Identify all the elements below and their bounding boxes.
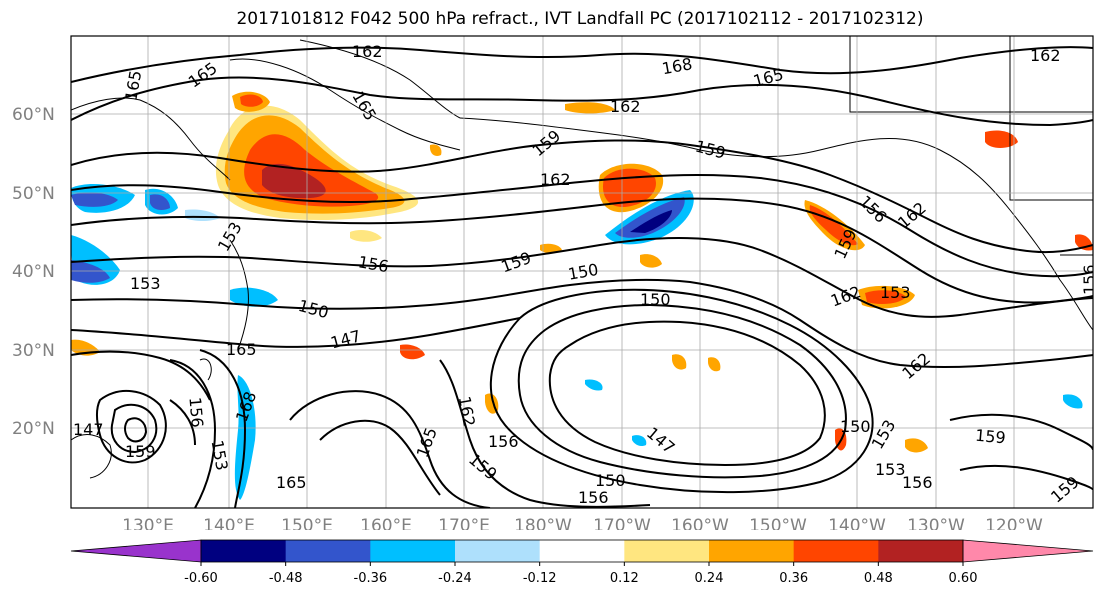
colorbar-tick-label: 0.36	[779, 571, 808, 586]
colorbar-swatch	[539, 540, 625, 562]
contour-label: 162	[540, 170, 571, 189]
contour-label: 156	[578, 488, 609, 507]
contour-label: 156	[855, 192, 890, 227]
contour-label: 156	[488, 432, 519, 451]
contour-label: 150	[840, 417, 871, 436]
contour-label: 159	[499, 248, 534, 276]
colorbar-tick-label: 0.48	[864, 571, 893, 586]
colorbar-swatch	[285, 540, 371, 562]
contour-label: 165	[121, 69, 145, 102]
map-panel: 162 165 165 168 165 162 162 165 159 162 …	[12, 35, 1099, 530]
colorbar-tick-label: -0.36	[354, 571, 388, 586]
map-title: 2017101812 F042 500 hPa refract., IVT La…	[236, 9, 924, 29]
contour-label: 162	[1030, 46, 1061, 65]
colorbar-tick-label: -0.48	[269, 571, 303, 586]
lon-label: 120°W	[985, 516, 1043, 530]
colorbar-extension-high	[962, 539, 1094, 563]
contour-label: 168	[232, 389, 260, 424]
colorbar-outline	[200, 539, 964, 563]
contour-label: 159	[529, 126, 565, 160]
colorbar-tick-label: 0.12	[610, 571, 639, 586]
contour-label: 165	[185, 58, 221, 91]
lat-label: 60°N	[12, 105, 55, 125]
contour-label: 150	[640, 290, 671, 309]
contour-label: 168	[660, 54, 693, 78]
contour-label: 162	[894, 198, 930, 232]
contour-label: 156	[185, 396, 207, 428]
colorbar-tick-label: -0.12	[523, 571, 557, 586]
lon-label: 170°E	[438, 516, 490, 530]
lon-label: 130°E	[122, 516, 174, 530]
contour-label: 156	[1080, 264, 1099, 295]
contour-label: 159	[465, 450, 501, 484]
contour-label: 165	[348, 88, 380, 124]
colorbar-swatch	[878, 540, 964, 562]
contour-label: 162	[610, 97, 641, 116]
contour-label: 153	[130, 274, 161, 293]
contour-label: 165	[751, 65, 785, 91]
lon-label: 160°E	[360, 516, 412, 530]
lon-label: 180°W	[514, 516, 572, 530]
colorbar-tick-label: 0.60	[949, 571, 978, 586]
colorbar-swatch	[793, 540, 879, 562]
map-frame	[70, 35, 1094, 509]
colorbar-swatch	[370, 540, 456, 562]
latitude-labels: 60°N 50°N 40°N 30°N 20°N	[12, 105, 55, 439]
lon-label: 130°W	[907, 516, 965, 530]
contour-label: 162	[352, 42, 383, 61]
contour-label: 165	[413, 425, 441, 460]
contour-label: 165	[226, 340, 257, 359]
contour-label: 159	[693, 136, 727, 162]
contour-label: 147	[73, 420, 104, 439]
contour-label: 147	[328, 326, 362, 352]
lon-label: 150°E	[281, 516, 333, 530]
lon-label: 140°E	[203, 516, 255, 530]
contour-label: 156	[357, 252, 390, 276]
colorbar-swatch	[709, 540, 795, 562]
contour-label: 159	[125, 442, 156, 461]
lat-label: 20°N	[12, 419, 55, 439]
longitude-labels: 130°E 140°E 150°E 160°E 170°E 180°W 170°…	[122, 516, 1043, 530]
refractivity-contours	[71, 46, 1093, 508]
colorbar-swatch	[624, 540, 710, 562]
colorbar-extension-low	[70, 539, 202, 563]
lat-label: 40°N	[12, 262, 55, 282]
lon-label: 170°W	[593, 516, 651, 530]
contour-label: 162	[455, 395, 479, 428]
lon-label: 140°W	[828, 516, 886, 530]
colorbar-swatch	[201, 540, 287, 562]
colorbar-tick-label: 0.24	[695, 571, 724, 586]
contour-label: 150	[567, 260, 600, 284]
contour-label: 165	[276, 473, 307, 492]
lon-label: 150°W	[749, 516, 807, 530]
contour-label: 150	[296, 296, 330, 322]
contour-label: 153	[875, 460, 906, 479]
lat-label: 50°N	[12, 184, 55, 204]
colorbar-tick-label: -0.24	[438, 571, 472, 586]
contour-label: 156	[902, 473, 933, 492]
colorbar-tick-label: -0.60	[184, 571, 218, 586]
contour-label: 159	[974, 426, 1006, 448]
contour-label: 153	[214, 219, 246, 255]
contour-label: 162	[898, 349, 934, 383]
contour-label-group: 162 165 165 168 165 162 162 165 159 162 …	[73, 42, 1099, 507]
lon-label: 160°W	[671, 516, 729, 530]
contour-label: 150	[595, 471, 626, 490]
colorbar-swatch	[455, 540, 541, 562]
contour-label: 159	[1047, 472, 1083, 506]
lat-label: 30°N	[12, 341, 55, 361]
contour-label: 153	[880, 283, 911, 302]
